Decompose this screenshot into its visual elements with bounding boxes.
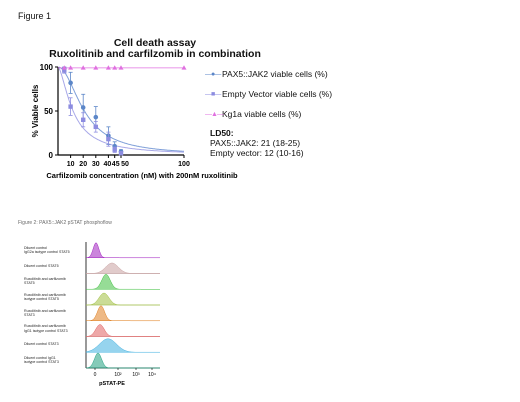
- data-point: [81, 117, 86, 122]
- data-point: [80, 105, 86, 110]
- histogram-peak: [86, 262, 160, 274]
- data-point: [62, 68, 67, 73]
- legend-entry: Empty Vector viable cells (%): [222, 89, 333, 99]
- hist-x-tick-label: 10²: [114, 372, 122, 378]
- data-point: [93, 114, 99, 120]
- legend-entry: Kg1a viable cells (%): [222, 109, 302, 119]
- histogram-row-label: Diluent control STAT3: [24, 342, 59, 347]
- data-point: [105, 65, 111, 70]
- chart-title-line1: Cell death assay: [113, 37, 197, 49]
- y-axis-label: % Viable cells: [31, 84, 40, 137]
- histogram-row-label: Diluent control STAT5: [24, 263, 59, 268]
- data-point: [118, 65, 124, 70]
- y-tick-label: 100: [40, 63, 54, 72]
- chart-title-line2: Ruxolitinib and carfilzomib in combinati…: [49, 48, 261, 60]
- histogram-row-label: Ruxolitinib and carfilzomib STAT3: [24, 308, 66, 317]
- y-tick-label: 0: [49, 151, 54, 160]
- x-tick-label: 45: [112, 161, 120, 168]
- data-point: [61, 65, 67, 70]
- ld50-block: LD50: PAX5::JAK2: 21 (18-25) Empty vecto…: [210, 128, 304, 158]
- histogram-peak: [86, 292, 160, 306]
- x-tick-label: 10: [67, 161, 75, 168]
- data-point: [68, 80, 73, 86]
- legend-marker-square-icon: —■—: [205, 91, 221, 98]
- x-tick-label: 100: [178, 161, 190, 168]
- data-point: [118, 151, 124, 156]
- ld50-pax5-jak2: PAX5::JAK2: 21 (18-25): [210, 138, 301, 148]
- legend-entry: PAX5::JAK2 viable cells (%): [222, 69, 328, 79]
- hist-x-axis-label: pSTAT-PE: [99, 381, 125, 387]
- legend-marker-triangle-icon: —▲—: [205, 111, 224, 118]
- histogram-peak: [85, 242, 161, 259]
- histogram-row-label: Diluent control IgG1 isotype control STA…: [24, 355, 59, 365]
- fit-curve: [58, 67, 184, 153]
- x-axis-label: Carfilzomib concentration (nM) with 200n…: [46, 171, 238, 180]
- y-tick-label: 50: [44, 107, 53, 116]
- hist-x-tick-label: 10³: [132, 372, 140, 378]
- x-tick-label: 50: [121, 161, 129, 168]
- data-point: [93, 65, 99, 70]
- histogram-peak: [85, 324, 160, 337]
- figure2-caption: Figure 2: PAX5::JAK2 pSTAT phosphoflow: [18, 220, 112, 226]
- data-point: [106, 136, 111, 142]
- histogram-peak: [85, 305, 161, 322]
- data-point: [80, 65, 86, 70]
- data-point: [112, 147, 117, 152]
- figure1-label: Figure 1: [18, 11, 52, 21]
- data-point: [93, 124, 98, 130]
- fit-curve: [58, 66, 185, 152]
- x-tick-label: 40: [104, 161, 112, 168]
- histogram-peak: [85, 352, 160, 369]
- hist-x-tick-label: 10⁴: [148, 372, 156, 378]
- ld50-empty-vector: Empty vector: 12 (10-16): [210, 148, 304, 158]
- histogram-row-label: Ruxolitinib and carfilzomib STAT5: [24, 277, 66, 286]
- data-point: [181, 65, 187, 70]
- histogram-peak: [85, 274, 161, 290]
- x-tick-label: 30: [92, 161, 100, 168]
- histogram-row-label: Ruxolitinib and carfilzomib IgG1 isotype…: [24, 324, 68, 333]
- data-point: [68, 65, 74, 70]
- histogram-row-label: Ruxolitinib and carfilzomib isotype cont…: [24, 292, 66, 302]
- hist-x-tick-label: 0: [94, 372, 97, 378]
- data-point: [112, 65, 118, 70]
- histogram-peak: [85, 338, 161, 353]
- data-point: [68, 104, 73, 109]
- legend-marker-circle-icon: —●—: [205, 71, 221, 78]
- histogram-row-label: Diluent control IgG2a isotype control ST…: [24, 245, 70, 254]
- x-tick-label: 20: [79, 161, 87, 168]
- ld50-header: LD50:: [210, 128, 234, 138]
